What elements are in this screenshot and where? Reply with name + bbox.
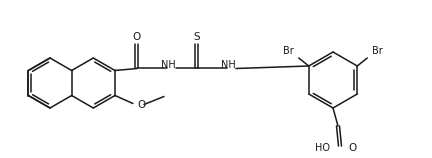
Text: HO: HO [315, 143, 330, 153]
Text: NH: NH [221, 61, 235, 70]
Text: Br: Br [372, 46, 383, 56]
Text: O: O [133, 33, 141, 43]
Text: S: S [194, 33, 200, 43]
Text: O: O [348, 143, 356, 153]
Text: NH: NH [161, 61, 175, 70]
Text: O: O [137, 100, 145, 110]
Text: Br: Br [283, 46, 294, 56]
